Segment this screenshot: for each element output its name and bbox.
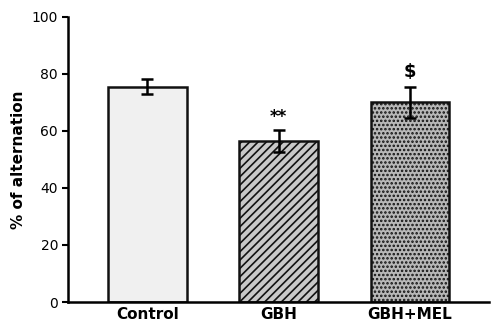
Y-axis label: % of alternation: % of alternation xyxy=(11,90,26,228)
Text: $: $ xyxy=(404,63,416,81)
Bar xyxy=(370,102,450,302)
Bar xyxy=(240,141,318,302)
Bar xyxy=(108,87,186,302)
Text: **: ** xyxy=(270,109,287,127)
